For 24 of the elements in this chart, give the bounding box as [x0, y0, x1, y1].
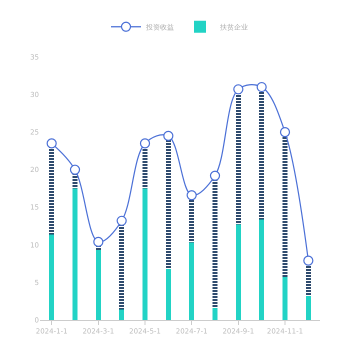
- point: [210, 170, 220, 181]
- point: [303, 256, 314, 266]
- point: [186, 190, 197, 200]
- bar: [49, 234, 54, 320]
- bar: [166, 268, 171, 320]
- bar: [96, 250, 101, 320]
- bar: [259, 219, 264, 320]
- point: [46, 138, 57, 149]
- bar: [306, 296, 311, 320]
- bar: [189, 242, 194, 320]
- point: [280, 127, 290, 138]
- bar: [212, 308, 218, 320]
- point: [93, 236, 104, 247]
- bar: [236, 224, 241, 320]
- point: [140, 138, 150, 149]
- point: [233, 84, 244, 94]
- bar: [119, 309, 124, 320]
- bar: [282, 277, 288, 320]
- point: [116, 216, 127, 226]
- point: [256, 82, 267, 92]
- point: [70, 164, 80, 175]
- bar: [72, 188, 78, 320]
- point: [163, 130, 174, 141]
- bar: [142, 188, 148, 320]
